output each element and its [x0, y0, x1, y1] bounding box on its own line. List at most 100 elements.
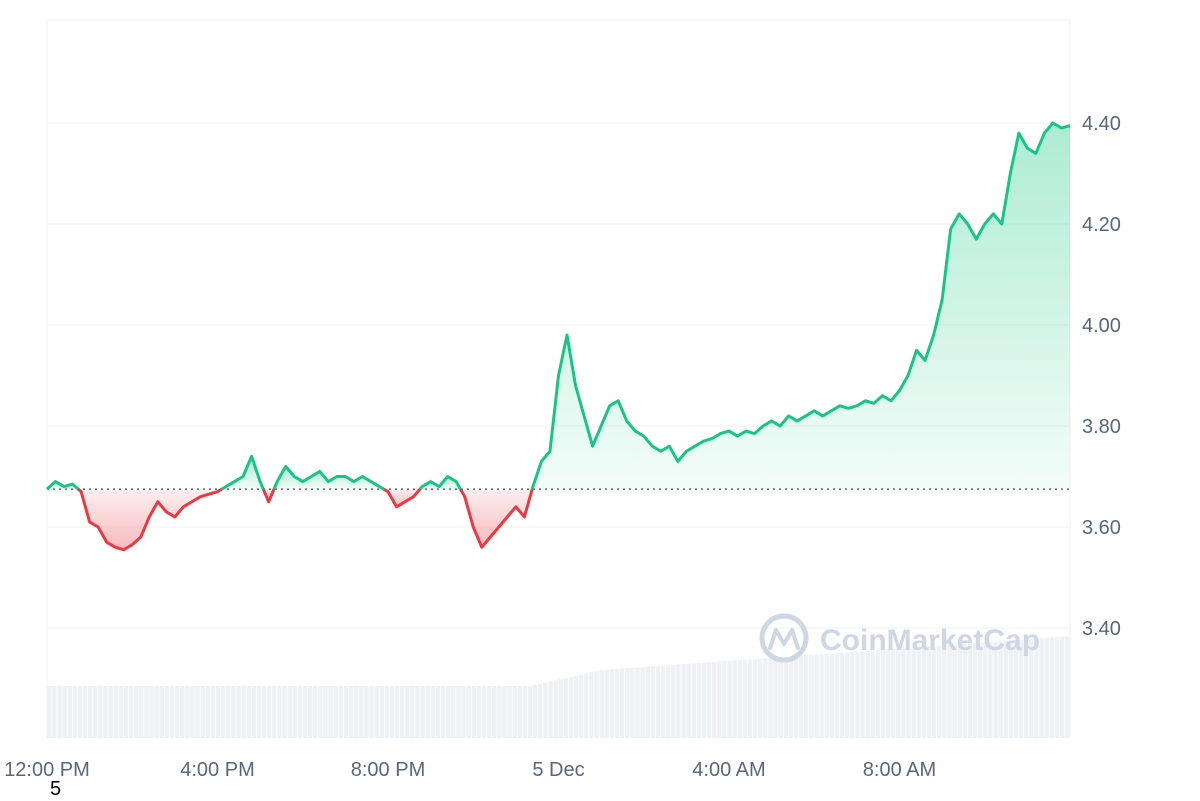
- volume-bar: [942, 645, 947, 738]
- volume-bar: [885, 649, 891, 738]
- volume-bar: [686, 663, 691, 738]
- volume-bar: [665, 665, 671, 738]
- volume-bar: [195, 686, 200, 738]
- area-up: [273, 466, 384, 490]
- volume-bar: [399, 686, 405, 738]
- volume-bar: [282, 686, 287, 738]
- volume-bar: [118, 686, 124, 738]
- watermark: CoinMarketCap: [759, 613, 1040, 663]
- volume-bar: [87, 686, 93, 738]
- volume-bar: [128, 686, 134, 738]
- volume-bar: [57, 686, 62, 738]
- volume-bar: [655, 665, 661, 738]
- volume-bar: [93, 686, 98, 738]
- volume-bar: [998, 641, 1003, 738]
- volume-bar: [359, 686, 364, 738]
- volume-bar: [226, 686, 231, 738]
- volume-bar: [256, 686, 262, 738]
- volume-bar: [205, 686, 211, 738]
- x-axis: 12:00 PM 4:00 PM 8:00 PM 5 Dec 4:00 AM 8:00 A…: [4, 759, 936, 781]
- volume-bar: [640, 667, 645, 738]
- volume-bar: [722, 661, 727, 738]
- volume-bar: [855, 651, 860, 738]
- volume-bar: [379, 686, 384, 738]
- volume-bar: [865, 650, 870, 738]
- volume-bar: [696, 662, 702, 738]
- watermark-icon-m: [768, 628, 800, 650]
- volume-bar: [456, 686, 461, 738]
- volume-bar: [676, 664, 681, 738]
- volume-bar: [829, 653, 835, 738]
- volume-bar: [896, 648, 901, 738]
- volume-bar: [1039, 638, 1044, 738]
- volume-bar: [210, 686, 216, 738]
- volume-bar: [481, 686, 487, 738]
- x-tick-label: 4:00 AM: [692, 759, 765, 781]
- volume-bar: [435, 686, 441, 738]
- volume-bar: [850, 651, 855, 738]
- volume-bar: [977, 642, 983, 738]
- volume-bar: [737, 660, 743, 738]
- volume-bar: [1064, 636, 1070, 738]
- volume-bar: [72, 686, 78, 738]
- volume-bar: [486, 686, 492, 738]
- volume-bar: [1044, 637, 1049, 738]
- volume-bar: [410, 686, 415, 738]
- volume-bar: [389, 686, 395, 738]
- volume-bar: [333, 686, 338, 738]
- volume-bar: [440, 686, 446, 738]
- volume-bar: [502, 686, 507, 738]
- volume-bar: [47, 686, 52, 738]
- volume-bar: [937, 645, 942, 738]
- volume-bar: [788, 656, 794, 738]
- volume-bar: [466, 686, 471, 738]
- volume-bar: [144, 686, 149, 738]
- volume-bar: [246, 686, 251, 738]
- volume-bar: [783, 656, 789, 738]
- volume-bar: [185, 686, 190, 738]
- x-tick-label: 8:00 PM: [351, 759, 425, 781]
- volume-bar: [384, 686, 390, 738]
- volume-bar: [757, 658, 763, 738]
- volume-bar: [906, 647, 911, 738]
- volume-bar: [967, 643, 973, 738]
- y-tick-label: 3.40: [1082, 618, 1121, 640]
- volume-bar: [553, 680, 558, 738]
- volume-bar: [461, 686, 466, 738]
- volume-bar: [957, 644, 962, 738]
- volume-bar: [266, 686, 272, 738]
- volume-bar: [844, 652, 850, 738]
- volume-bar: [527, 686, 533, 738]
- volume-bar: [834, 653, 840, 738]
- line-up: [220, 454, 265, 491]
- volume-bar: [220, 686, 226, 738]
- volume-bar: [921, 646, 927, 738]
- line-up: [272, 464, 385, 491]
- volume-bar: [819, 654, 824, 738]
- y-tick-label: 3.80: [1082, 416, 1121, 438]
- watermark-icon: [759, 613, 809, 663]
- volume-bar: [1018, 639, 1024, 738]
- volume-bar: [916, 647, 922, 738]
- volume-bar: [860, 651, 865, 738]
- volume-bar: [1013, 640, 1019, 738]
- volume-bar: [635, 667, 640, 738]
- volume-bar: [880, 649, 886, 738]
- volume-bar: [261, 686, 267, 738]
- volume-bar: [793, 655, 799, 738]
- volume-bar: [609, 669, 615, 738]
- volume-bar: [123, 686, 129, 738]
- line-down: [77, 487, 223, 552]
- line-down: [459, 488, 534, 549]
- volume-bar: [619, 668, 625, 738]
- volume-bar: [732, 660, 737, 738]
- volume-bar: [543, 682, 548, 738]
- volume-bar: [983, 642, 988, 738]
- volume-bar: [52, 686, 57, 738]
- volume-bar: [420, 686, 425, 738]
- x-tick-label: 4:00 PM: [180, 759, 254, 781]
- volume-bar: [798, 655, 804, 738]
- volume-bar: [445, 686, 451, 738]
- price-lines: [46, 121, 1071, 552]
